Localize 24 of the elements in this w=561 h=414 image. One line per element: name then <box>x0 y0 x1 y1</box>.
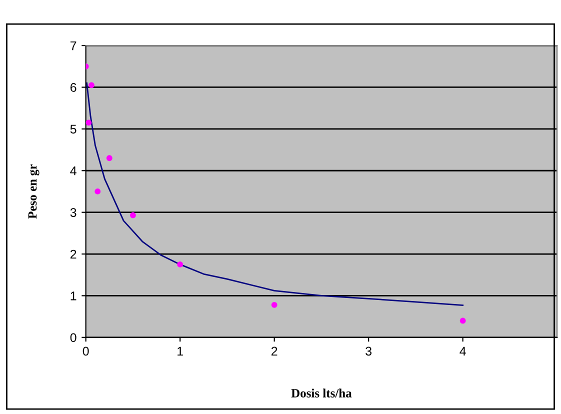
line-series <box>86 82 464 306</box>
y-axis-title: Peso en gr <box>28 164 40 219</box>
y-tick-label: 4 <box>70 166 76 176</box>
x-tick-label: 4 <box>460 346 466 356</box>
x-tick-label: 2 <box>271 346 278 356</box>
point <box>177 261 184 268</box>
y-tick-label: 7 <box>70 41 76 50</box>
y-tick-label: 1 <box>70 292 76 300</box>
point <box>460 318 466 324</box>
x-tick-label: 0 <box>82 346 89 356</box>
point <box>106 155 112 162</box>
y-tick-label: 5 <box>70 124 76 134</box>
point <box>86 120 92 126</box>
y-tick-label: 6 <box>70 83 76 92</box>
x-tick-label: 1 <box>178 346 183 356</box>
point <box>94 188 101 194</box>
point <box>130 212 136 218</box>
x-axis-title: Dosis lts/ha <box>291 388 352 398</box>
y-tick-label: 2 <box>70 250 76 259</box>
y-tick-label: 0 <box>70 333 76 342</box>
point <box>271 302 278 308</box>
x-tick-label: 3 <box>366 346 372 356</box>
y-tick-label: 3 <box>70 208 76 217</box>
point <box>88 82 94 88</box>
